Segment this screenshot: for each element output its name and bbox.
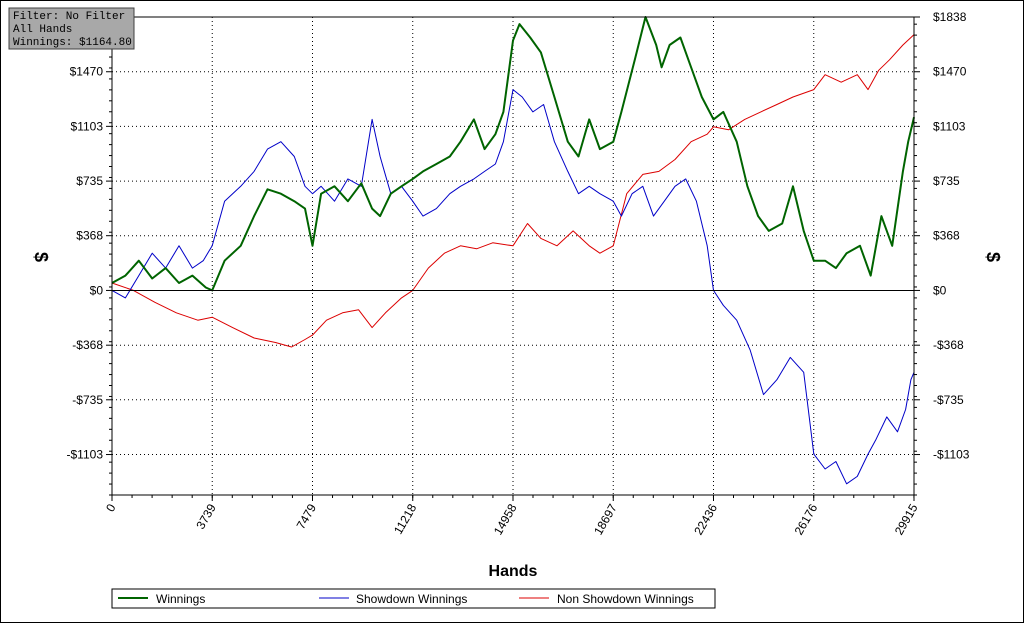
label-layer: $1838$1838$1470$1470$1103$1103$735$735$3… — [67, 10, 970, 537]
x-tick-label: 0 — [103, 501, 119, 514]
legend-box — [111, 588, 716, 609]
y-tick-label-right: $1470 — [933, 65, 967, 79]
y-tick-label: $368 — [76, 229, 103, 243]
y-tick-label-right: -$735 — [933, 393, 964, 407]
info-hands: All Hands — [13, 24, 72, 36]
info-box-background — [8, 7, 135, 50]
grid-layer — [112, 16, 914, 495]
y-tick-label: $0 — [90, 283, 104, 297]
y-tick-label-right: $1838 — [933, 10, 967, 24]
winnings-line — [111, 16, 915, 292]
y-tick-label-right: $735 — [933, 174, 960, 188]
info-winnings: Winnings: $1164.80 — [13, 37, 132, 49]
legend: Winnings Showdown Winnings Non Showdown … — [111, 588, 716, 609]
x-tick-label: 14958 — [491, 501, 520, 537]
y-tick-label: $1470 — [70, 65, 104, 79]
y-tick-label-right: $1103 — [933, 119, 966, 133]
showdown-winnings-line — [111, 89, 915, 485]
y-tick-label-right: $0 — [933, 283, 947, 297]
x-tick-label: 26176 — [792, 501, 821, 537]
non-showdown-winnings-line — [111, 34, 915, 348]
y-tick-label: -$1103 — [67, 448, 104, 462]
legend-label-showdown: Showdown Winnings — [356, 592, 467, 606]
info-filter: Filter: No Filter — [13, 11, 125, 23]
y-axis-title-right: $ — [983, 252, 1003, 262]
info-box: Filter: No Filter All Hands Winnings: $1… — [8, 7, 135, 50]
x-axis-title: Hands — [489, 563, 538, 580]
y-axis-title-left: $ — [31, 252, 51, 262]
y-tick-label-right: -$1103 — [933, 448, 970, 462]
x-tick-label: 22436 — [691, 501, 720, 537]
y-tick-label: -$735 — [72, 393, 103, 407]
plot-border — [111, 16, 915, 496]
y-tick-label: $1103 — [71, 119, 104, 133]
y-tick-label-right: -$368 — [933, 338, 964, 352]
x-tick-label: 18697 — [591, 501, 620, 537]
x-tick-label: 7479 — [294, 501, 320, 531]
x-tick-label: 29915 — [892, 501, 921, 537]
y-tick-label-right: $368 — [933, 229, 960, 243]
series-layer — [111, 16, 915, 485]
legend-label-non-showdown: Non Showdown Winnings — [557, 592, 694, 606]
y-tick-label: $735 — [76, 174, 103, 188]
axis-layer — [106, 16, 920, 501]
x-tick-label: 3739 — [193, 501, 219, 531]
x-tick-label: 11218 — [391, 501, 420, 536]
legend-label-winnings: Winnings — [156, 592, 205, 606]
y-tick-label: -$368 — [72, 338, 103, 352]
